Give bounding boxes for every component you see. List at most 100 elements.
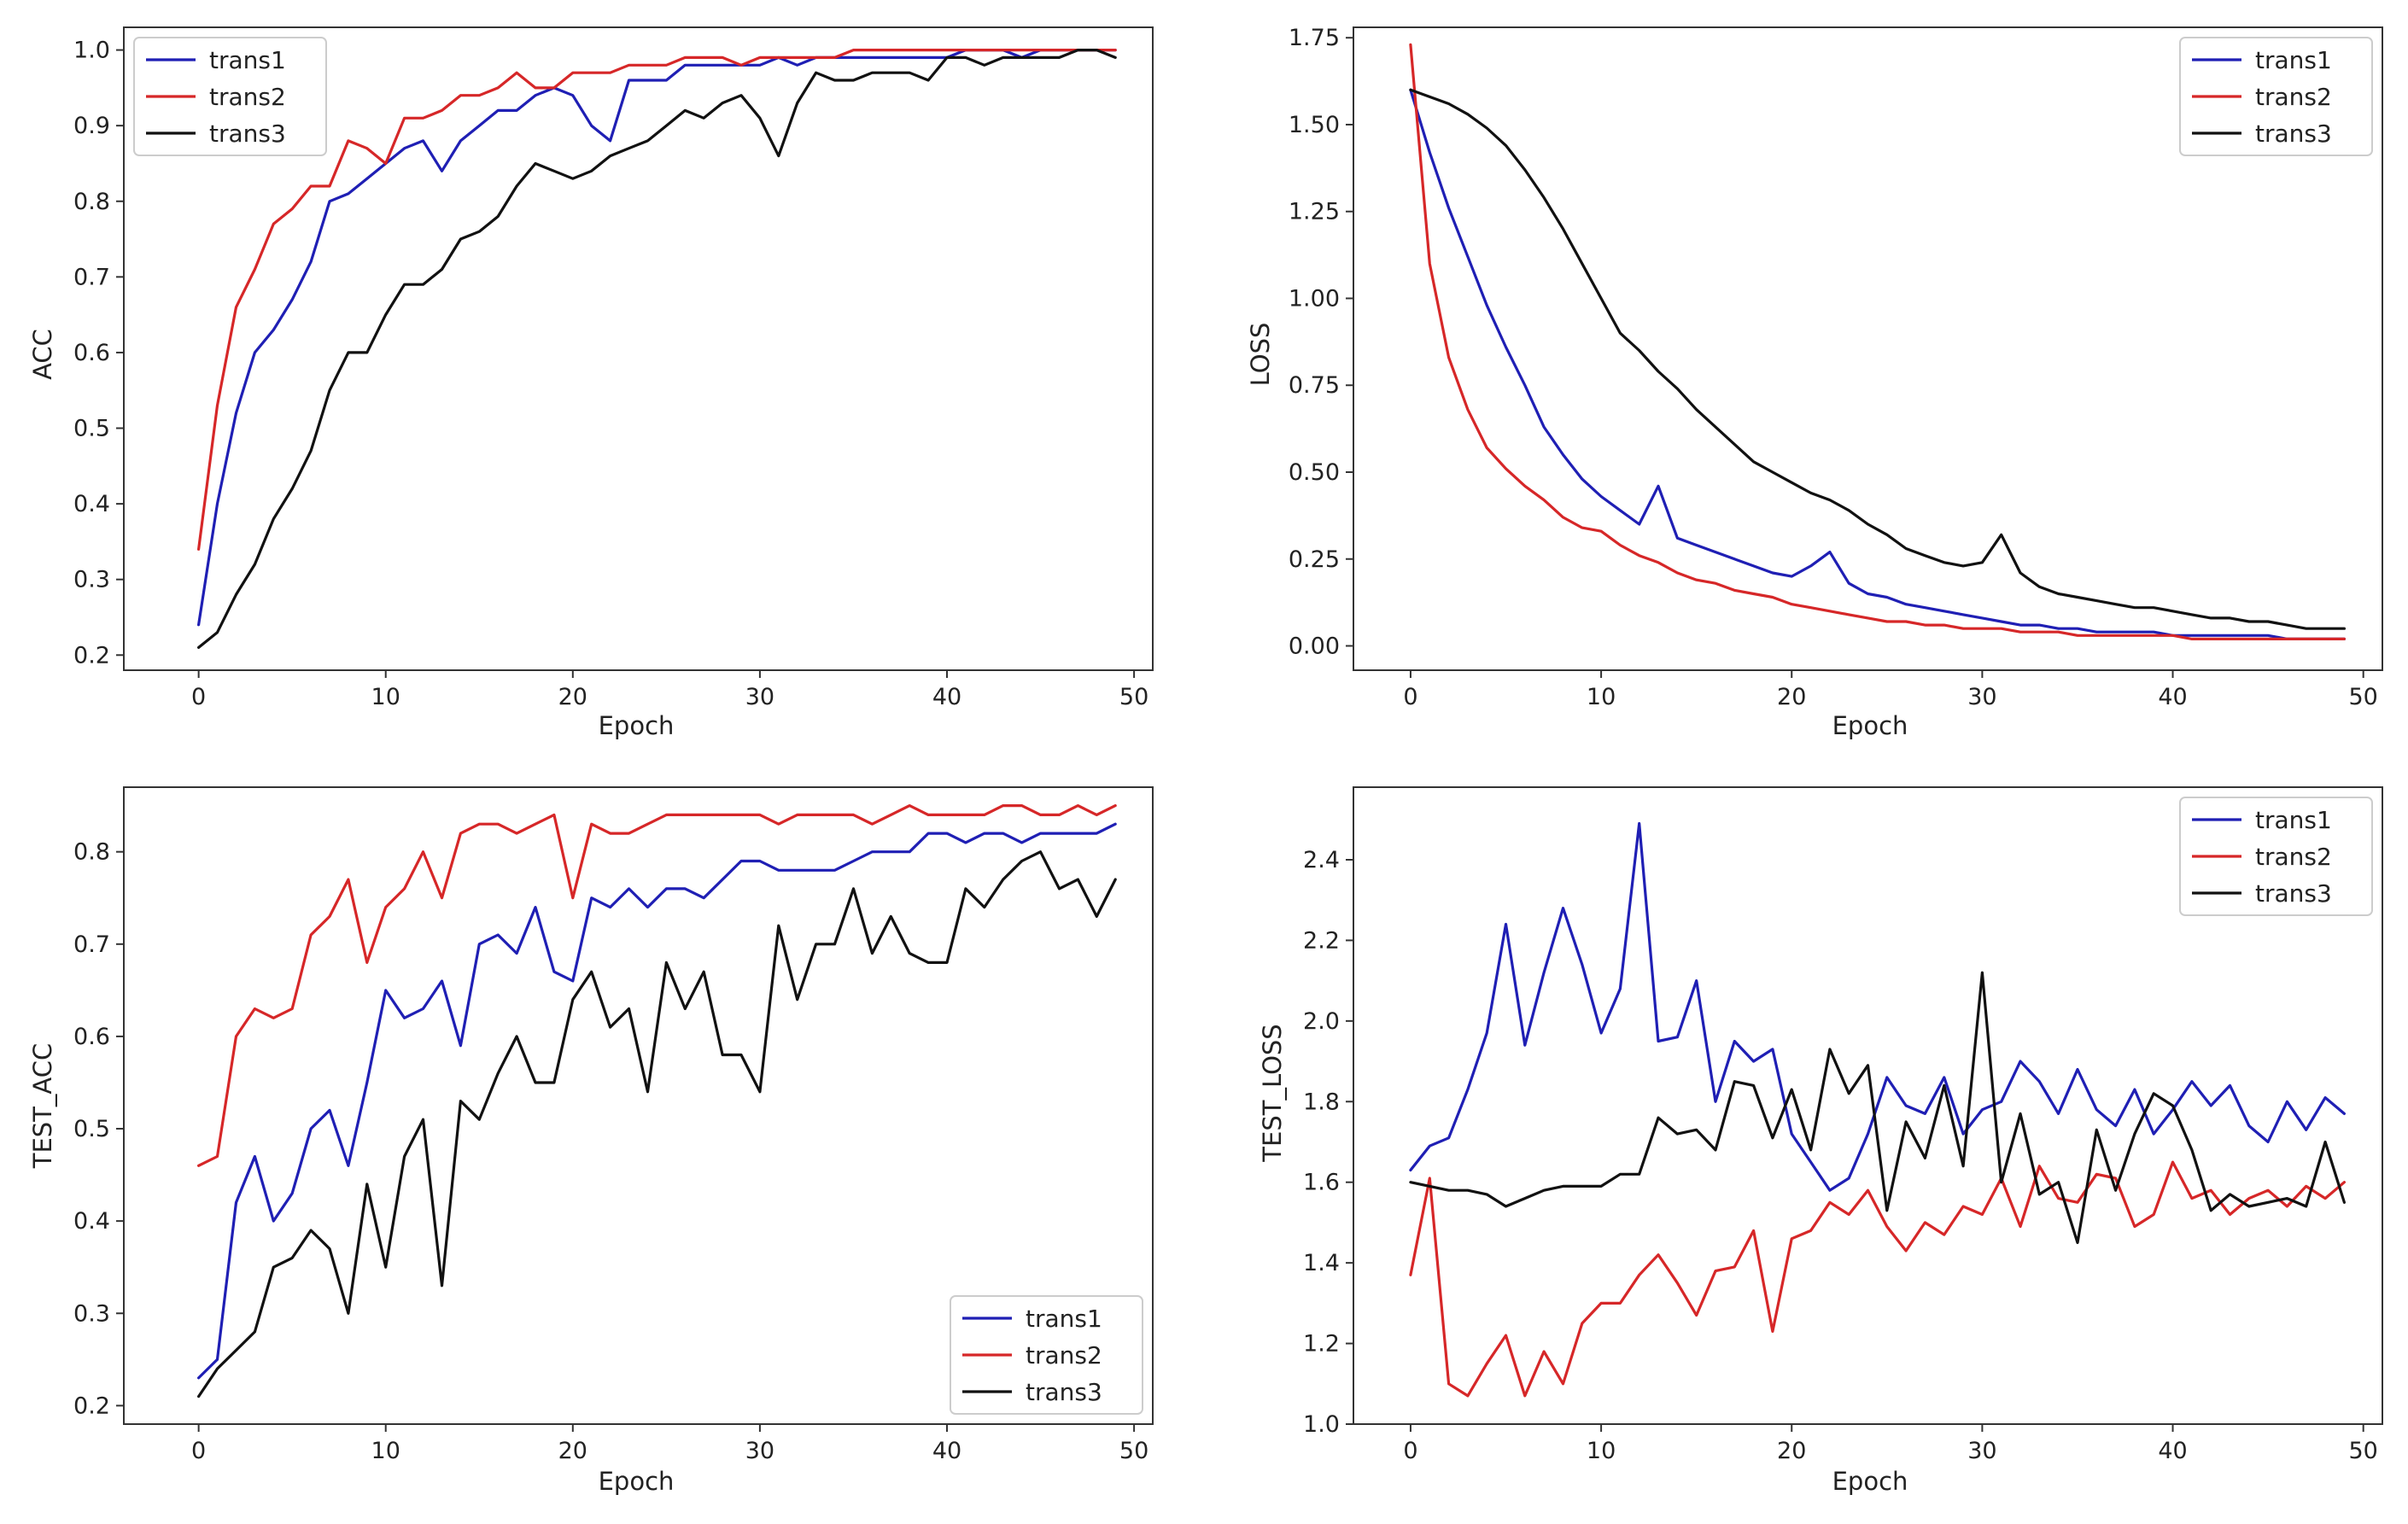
test-loss-ytick-label: 1.6	[1303, 1170, 1340, 1196]
test-loss-legend: trans1 trans2 trans3	[2179, 797, 2373, 916]
test-acc-legend-label-trans1: trans1	[1026, 1305, 1102, 1333]
loss-ytick-label: 1.75	[1289, 25, 1340, 51]
acc-xtick-label: 40	[932, 684, 961, 710]
acc-xlabel: Epoch	[599, 711, 675, 740]
loss-ytick-label: 0.00	[1289, 634, 1340, 660]
acc-ytick-label: 0.7	[73, 264, 110, 290]
test-acc-series-trans2	[197, 803, 1117, 1167]
loss-series-trans2	[1409, 43, 2346, 641]
loss-ytick-label: 1.50	[1289, 112, 1340, 138]
test-acc-xtick-label: 40	[932, 1438, 961, 1464]
test-acc-series-trans3	[197, 850, 1117, 1398]
test-loss-series-trans2	[1409, 1160, 2346, 1398]
test-loss-ytick-label: 1.2	[1303, 1331, 1340, 1358]
test-acc-xtick-label: 10	[371, 1438, 400, 1464]
loss-xtick-label: 50	[2349, 684, 2378, 710]
acc-ytick-label: 0.3	[73, 567, 110, 593]
test-loss-ylabel: TEST_LOSS	[1258, 1024, 1287, 1162]
acc-xtick-label: 50	[1119, 684, 1148, 710]
acc-ytick-label: 0.6	[73, 340, 110, 366]
test-acc-ytick-label: 0.2	[73, 1393, 110, 1419]
test-acc-xlabel: Epoch	[599, 1467, 675, 1496]
test-loss-xtick-label: 50	[2349, 1438, 2378, 1464]
acc-xtick-label: 0	[191, 684, 206, 710]
acc-ytick-label: 0.8	[73, 189, 110, 215]
loss-xtick-label: 30	[1967, 684, 1996, 710]
loss-chart: Epoch LOSS 0 10 20 30 40 50 0.00 0.25 0.50 0.75 1.…	[1246, 25, 2383, 740]
test-acc-legend-box	[950, 1295, 1143, 1415]
test-acc-ylabel: TEST_ACC	[28, 1043, 57, 1170]
test-loss-legend-label-trans2: trans2	[2255, 843, 2332, 871]
acc-legend-label-trans2: trans2	[209, 83, 286, 111]
test-loss-legend-box	[2179, 797, 2373, 916]
test-acc-ytick-label: 0.4	[73, 1208, 110, 1235]
loss-legend-box	[2179, 37, 2373, 156]
acc-xtick-label: 30	[745, 684, 774, 710]
test-loss-ytick-label: 1.0	[1303, 1411, 1340, 1438]
acc-series-trans2	[197, 48, 1117, 551]
loss-legend: trans1 trans2 trans3	[2179, 37, 2373, 156]
acc-xtick-label: 10	[371, 684, 400, 710]
acc-ytick-label: 0.4	[73, 491, 110, 517]
test-acc-series-trans1	[197, 822, 1117, 1380]
test-acc-xtick-label: 50	[1119, 1438, 1148, 1464]
test-loss-series-trans1	[1409, 821, 2346, 1192]
test-acc-ytick-label: 0.5	[73, 1116, 110, 1142]
test-acc-legend-label-trans3: trans3	[1026, 1378, 1102, 1406]
test-loss-xtick-label: 40	[2158, 1438, 2187, 1464]
loss-ytick-label: 0.25	[1289, 546, 1340, 573]
acc-ytick-label: 0.5	[73, 416, 110, 442]
test-loss-legend-label-trans1: trans1	[2255, 806, 2332, 834]
loss-xtick-label: 10	[1587, 684, 1616, 710]
test-acc-chart: Epoch TEST_ACC 0 10 20 30 40 50 0.2 0.3 0.4 0.5 0.…	[28, 786, 1154, 1496]
loss-ytick-label: 1.00	[1289, 285, 1340, 312]
test-loss-ytick-label: 1.4	[1303, 1250, 1340, 1276]
acc-ylabel: ACC	[28, 329, 57, 380]
loss-ytick-label: 0.75	[1289, 372, 1340, 399]
test-acc-legend: trans1 trans2 trans3	[950, 1295, 1143, 1415]
test-loss-ytick-label: 1.8	[1303, 1089, 1340, 1115]
test-loss-ytick-label: 2.4	[1303, 847, 1340, 873]
loss-legend-label-trans3: trans3	[2255, 120, 2332, 148]
loss-series-trans3	[1409, 88, 2346, 630]
loss-xtick-label: 20	[1777, 684, 1806, 710]
test-acc-xtick-label: 0	[191, 1438, 206, 1464]
acc-ytick-label: 1.0	[73, 38, 110, 64]
acc-ytick-label: 0.9	[73, 113, 110, 139]
loss-ytick-label: 1.25	[1289, 199, 1340, 225]
test-acc-legend-label-trans2: trans2	[1026, 1341, 1102, 1369]
test-loss-xtick-label: 0	[1403, 1438, 1417, 1464]
test-acc-xtick-label: 30	[745, 1438, 774, 1464]
test-loss-xtick-label: 20	[1777, 1438, 1806, 1464]
loss-legend-label-trans1: trans1	[2255, 46, 2332, 74]
test-loss-series-trans3	[1409, 971, 2346, 1245]
acc-legend-label-trans1: trans1	[209, 46, 286, 74]
acc-legend: trans1 trans2 trans3	[133, 37, 327, 156]
acc-ytick-label: 0.2	[73, 642, 110, 669]
test-acc-ytick-label: 0.7	[73, 931, 110, 958]
test-loss-plot-frame	[1353, 786, 2383, 1425]
loss-series-trans1	[1409, 88, 2346, 641]
test-loss-xlabel: Epoch	[1832, 1467, 1908, 1496]
acc-series-trans3	[197, 48, 1117, 650]
loss-ytick-label: 0.50	[1289, 459, 1340, 486]
test-loss-ytick-label: 2.0	[1303, 1008, 1340, 1035]
acc-legend-label-trans3: trans3	[209, 120, 286, 148]
acc-legend-box	[133, 37, 327, 156]
test-acc-ytick-label: 0.3	[73, 1300, 110, 1327]
loss-xlabel: Epoch	[1832, 711, 1908, 740]
test-loss-ytick-label: 2.2	[1303, 927, 1340, 954]
loss-plot-frame	[1353, 26, 2383, 671]
loss-xtick-label: 40	[2158, 684, 2187, 710]
test-loss-xtick-label: 30	[1967, 1438, 1996, 1464]
acc-chart: Epoch ACC 0 10 20 30 40 50 0.2 0.3 0.4 0.5 0.6 0.7 0…	[28, 26, 1154, 740]
test-acc-plot-frame	[123, 786, 1154, 1425]
loss-ylabel: LOSS	[1246, 323, 1275, 387]
test-acc-xtick-label: 20	[558, 1438, 587, 1464]
test-loss-chart: Epoch TEST_LOSS 0 10 20 30 40 50 1.0 1.2 1.4 1.6 1…	[1258, 786, 2383, 1496]
test-loss-xtick-label: 10	[1587, 1438, 1616, 1464]
acc-plot-frame	[123, 26, 1154, 671]
test-loss-legend-label-trans3: trans3	[2255, 879, 2332, 908]
